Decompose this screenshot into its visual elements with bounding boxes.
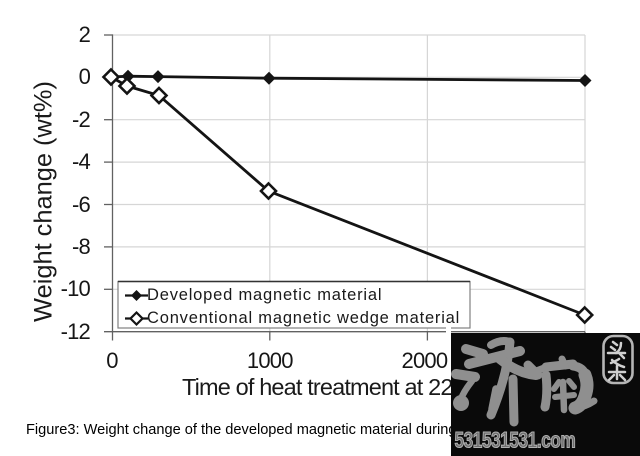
svg-text:531531531.com: 531531531.com bbox=[455, 429, 576, 454]
